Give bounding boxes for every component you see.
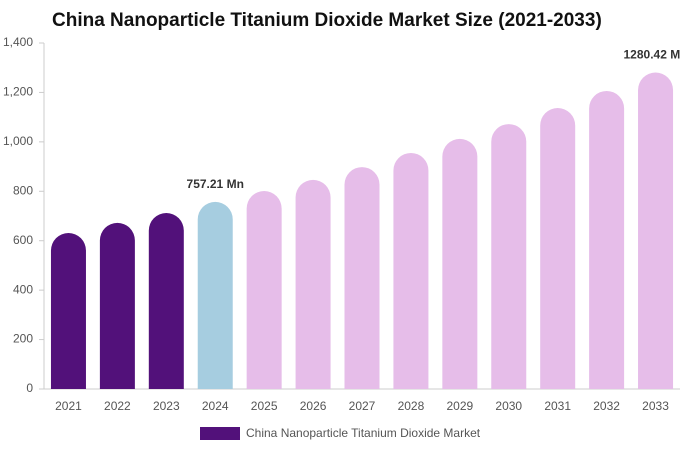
y-tick-label: 200 <box>13 332 33 346</box>
x-tick-label: 2026 <box>300 399 327 413</box>
legend-label: China Nanoparticle Titanium Dioxide Mark… <box>246 426 481 440</box>
legend-swatch <box>200 427 240 440</box>
x-tick-label: 2030 <box>495 399 522 413</box>
value-label: 1280.42 Mn <box>624 48 680 62</box>
x-tick-label: 2021 <box>55 399 82 413</box>
y-tick-label: 400 <box>13 282 33 296</box>
bar <box>638 72 674 389</box>
bar <box>246 191 282 389</box>
x-tick-label: 2024 <box>202 399 229 413</box>
x-tick-label: 2032 <box>593 399 620 413</box>
bar <box>50 233 86 389</box>
x-tick-label: 2033 <box>642 399 669 413</box>
bar <box>344 167 380 389</box>
y-tick-label: 0 <box>26 381 33 395</box>
y-tick-label: 1,000 <box>3 134 33 148</box>
x-tick-label: 2027 <box>349 399 376 413</box>
bar <box>491 124 527 389</box>
y-tick-label: 1,200 <box>3 85 33 99</box>
chart-title: China Nanoparticle Titanium Dioxide Mark… <box>52 10 602 31</box>
x-tick-label: 2023 <box>153 399 180 413</box>
y-tick-label: 1,400 <box>3 35 33 49</box>
x-tick-label: 2031 <box>544 399 571 413</box>
bar <box>295 179 331 389</box>
bar <box>148 213 184 389</box>
y-tick-label: 600 <box>13 233 33 247</box>
value-label: 757.21 Mn <box>187 177 244 191</box>
x-tick-label: 2022 <box>104 399 131 413</box>
y-tick-label: 800 <box>13 183 33 197</box>
x-tick-label: 2028 <box>398 399 425 413</box>
x-tick-label: 2029 <box>446 399 473 413</box>
bar <box>540 107 576 390</box>
x-tick-label: 2025 <box>251 399 278 413</box>
bar <box>442 138 478 389</box>
bar <box>99 222 135 389</box>
bar <box>393 152 429 389</box>
bar <box>197 201 233 389</box>
bar <box>589 90 625 390</box>
